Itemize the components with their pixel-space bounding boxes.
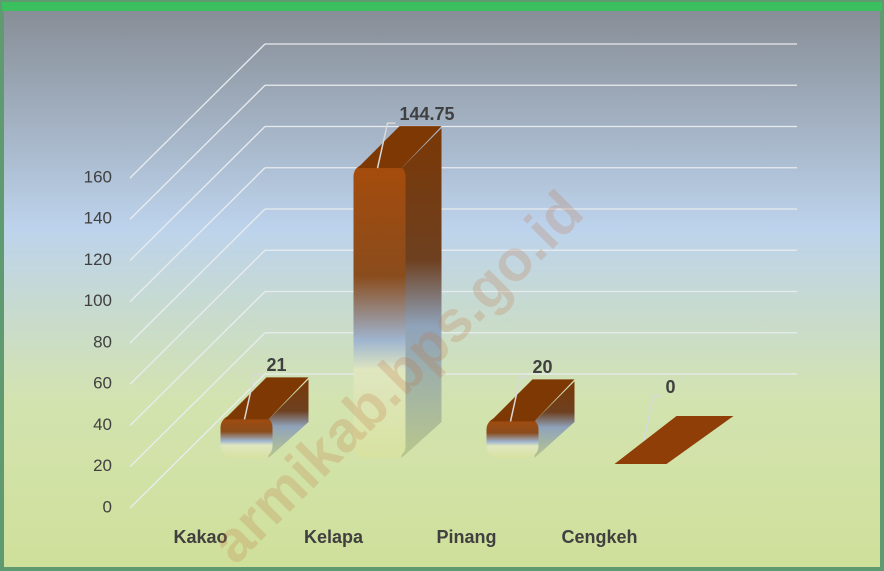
x-tick-label: Kelapa: [304, 527, 364, 547]
grid-line: [129, 249, 266, 385]
plot: 0 20 40 60 80 100 120 140 160 Kakao 21 Kelapa 144.75…: [84, 43, 797, 547]
y-tick-label: 40: [93, 415, 112, 434]
x-tick-label: Kakao: [173, 527, 227, 547]
y-tick-label: 140: [84, 209, 112, 228]
bar: [614, 416, 734, 464]
bar: [353, 164, 406, 458]
bar: [486, 417, 539, 458]
y-tick-label: 0: [103, 497, 112, 516]
y-tick-label: 160: [84, 167, 112, 186]
leader-line: [376, 122, 396, 169]
bar-side: [534, 381, 575, 458]
data-label: 20: [533, 357, 553, 377]
data-label: 144.75: [400, 104, 455, 124]
x-tick-label: Pinang: [436, 527, 496, 547]
y-tick-label: 100: [84, 291, 112, 310]
bar-side: [268, 379, 309, 458]
grid-line: [129, 167, 266, 303]
data-label: 21: [267, 355, 287, 375]
leader-line: [243, 373, 263, 420]
grid-line: [129, 84, 266, 220]
y-tick-label: 120: [84, 250, 112, 269]
grid-line: [129, 126, 266, 261]
y-tick-label: 60: [93, 374, 112, 393]
bar-top: [224, 377, 309, 420]
y-tick-label: 20: [93, 456, 112, 475]
top-band: [2, 2, 882, 11]
data-label: 0: [666, 377, 676, 397]
leader-line: [642, 395, 662, 442]
bar-top: [357, 126, 442, 169]
leader-line: [509, 375, 529, 422]
grid-line: [129, 332, 266, 468]
grid-line: [129, 43, 266, 179]
bar: [220, 415, 273, 458]
bar-top: [490, 379, 575, 422]
y-tick-label: 80: [93, 332, 112, 351]
grid-line: [129, 291, 266, 426]
x-tick-label: Cengkeh: [561, 527, 637, 547]
grid-line: [129, 208, 266, 344]
grid-line: [129, 373, 266, 509]
bar-side: [401, 128, 442, 458]
